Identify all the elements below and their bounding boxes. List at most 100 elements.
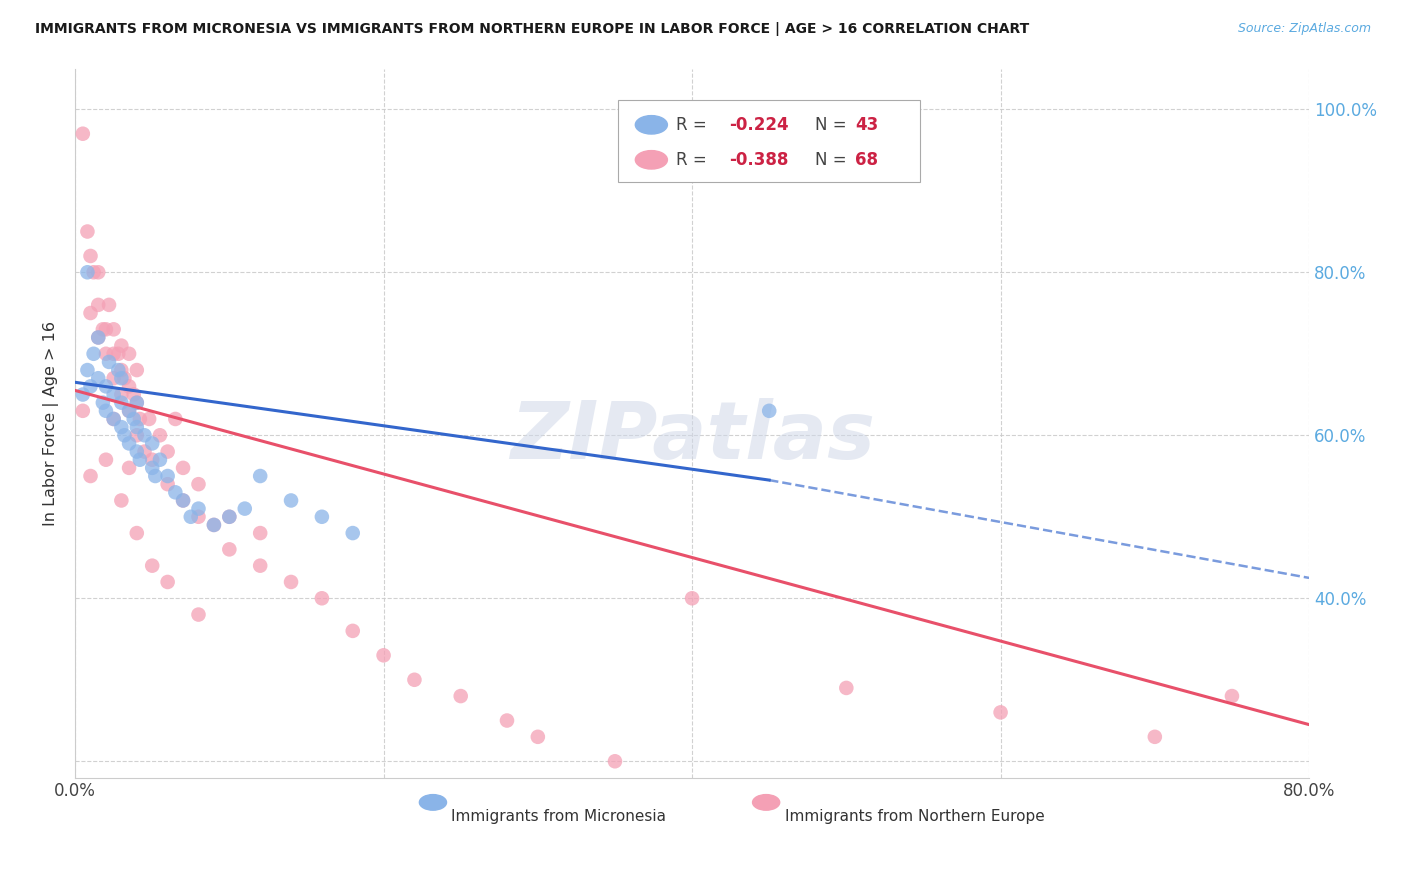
Point [172, 493, 194, 508]
Point [76, 363, 98, 377]
Point [110, 420, 132, 434]
Point [118, 379, 141, 393]
Point [134, 444, 156, 458]
Point [87, 330, 110, 344]
Point [122, 387, 145, 401]
Text: R =: R = [676, 151, 711, 169]
Point [218, 509, 240, 524]
Point [233, 501, 256, 516]
Point [603, 754, 626, 768]
Point [83, 347, 105, 361]
Point [91, 395, 114, 409]
Point [72, 387, 94, 401]
Point [125, 526, 148, 541]
Circle shape [636, 151, 668, 169]
Point [149, 428, 172, 442]
Text: IMMIGRANTS FROM MICRONESIA VS IMMIGRANTS FROM NORTHERN EUROPE IN LABOR FORCE | A: IMMIGRANTS FROM MICRONESIA VS IMMIGRANTS… [35, 22, 1029, 37]
Point [280, 493, 302, 508]
Point [187, 607, 209, 622]
Point [98, 355, 121, 369]
Text: 43: 43 [855, 116, 879, 134]
Point [187, 509, 209, 524]
Point [118, 347, 141, 361]
Circle shape [636, 116, 668, 134]
Point [103, 387, 125, 401]
Text: R =: R = [676, 116, 711, 134]
Point [72, 127, 94, 141]
Point [202, 517, 225, 532]
Text: -0.388: -0.388 [730, 151, 789, 169]
Point [156, 469, 179, 483]
Text: Immigrants from Micronesia: Immigrants from Micronesia [451, 809, 666, 824]
Point [118, 404, 141, 418]
Point [98, 298, 121, 312]
Point [141, 436, 163, 450]
Point [110, 371, 132, 385]
Point [118, 404, 141, 418]
Point [125, 444, 148, 458]
Point [311, 591, 333, 606]
Point [128, 412, 150, 426]
Point [249, 558, 271, 573]
Point [128, 452, 150, 467]
Point [141, 461, 163, 475]
Point [118, 436, 141, 450]
Point [373, 648, 395, 663]
Point [91, 322, 114, 336]
Point [180, 509, 202, 524]
Point [202, 517, 225, 532]
Text: Immigrants from Northern Europe: Immigrants from Northern Europe [785, 809, 1045, 824]
Text: -0.224: -0.224 [730, 116, 789, 134]
Point [342, 526, 364, 541]
Point [103, 371, 125, 385]
Y-axis label: In Labor Force | Age > 16: In Labor Force | Age > 16 [44, 320, 59, 525]
Point [87, 265, 110, 279]
Text: N =: N = [815, 116, 852, 134]
Point [110, 395, 132, 409]
Point [103, 322, 125, 336]
Point [110, 363, 132, 377]
Point [311, 509, 333, 524]
Point [87, 371, 110, 385]
Point [172, 493, 194, 508]
Point [76, 265, 98, 279]
Point [76, 225, 98, 239]
Point [94, 404, 117, 418]
Point [114, 428, 136, 442]
Point [125, 420, 148, 434]
Point [218, 542, 240, 557]
Text: 68: 68 [855, 151, 877, 169]
Point [1143, 730, 1166, 744]
Point [156, 444, 179, 458]
Point [143, 469, 166, 483]
Point [107, 347, 129, 361]
Point [94, 322, 117, 336]
Point [83, 265, 105, 279]
Point [103, 412, 125, 426]
Point [156, 574, 179, 589]
Point [87, 298, 110, 312]
Point [187, 501, 209, 516]
Point [527, 730, 550, 744]
FancyBboxPatch shape [619, 101, 921, 182]
Text: N =: N = [815, 151, 852, 169]
Point [758, 404, 780, 418]
Point [990, 706, 1012, 720]
Point [404, 673, 426, 687]
Point [125, 395, 148, 409]
Point [249, 526, 271, 541]
Point [172, 461, 194, 475]
Point [156, 477, 179, 491]
Point [125, 363, 148, 377]
Point [249, 469, 271, 483]
Point [110, 338, 132, 352]
Point [218, 509, 240, 524]
Point [141, 452, 163, 467]
Point [165, 485, 187, 500]
Point [342, 624, 364, 638]
Point [450, 689, 472, 703]
Point [835, 681, 858, 695]
Point [125, 395, 148, 409]
Point [141, 558, 163, 573]
Point [79, 379, 101, 393]
